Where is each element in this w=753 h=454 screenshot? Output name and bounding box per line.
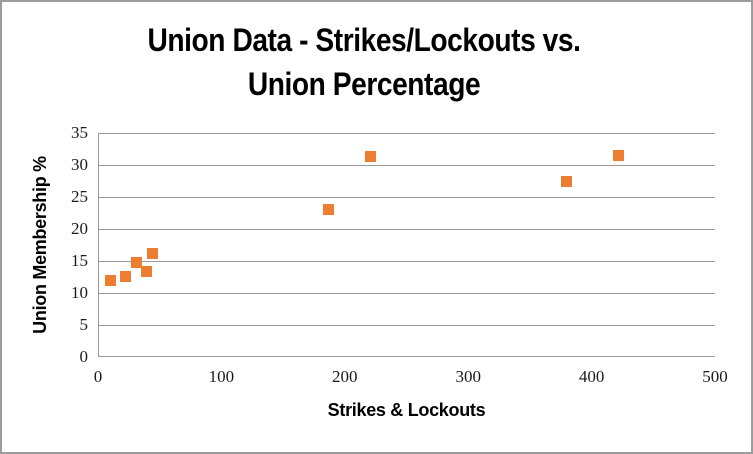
y-tick-label: 30 bbox=[71, 155, 88, 174]
gridline-y-25 bbox=[98, 197, 715, 198]
data-point-marker[interactable] bbox=[130, 256, 142, 268]
gridline-y-0 bbox=[98, 356, 715, 357]
gridline-y-30 bbox=[98, 165, 715, 166]
data-point-marker[interactable] bbox=[146, 248, 158, 260]
y-axis-line bbox=[98, 133, 99, 357]
x-tick-label: 500 bbox=[702, 367, 728, 386]
x-tick-label: 300 bbox=[455, 367, 481, 386]
data-point-marker[interactable] bbox=[365, 150, 377, 162]
gridline-y-20 bbox=[98, 229, 715, 230]
y-tick-label: 0 bbox=[79, 347, 89, 366]
data-point-marker[interactable] bbox=[140, 266, 152, 278]
gridline-y-5 bbox=[98, 325, 715, 326]
data-point-marker[interactable] bbox=[323, 203, 335, 215]
y-tick-label: 25 bbox=[71, 187, 88, 206]
data-point-marker[interactable] bbox=[561, 175, 573, 187]
chart-title: Union Data - Strikes/Lockouts vs. Union … bbox=[45, 18, 682, 106]
y-tick-label: 35 bbox=[71, 123, 88, 142]
plot-area[interactable] bbox=[98, 133, 715, 357]
x-tick-label: 200 bbox=[332, 367, 358, 386]
chart-title-line-1: Union Data - Strikes/Lockouts vs. bbox=[147, 22, 581, 58]
x-tick-label: 0 bbox=[93, 367, 103, 386]
x-tick-label: 100 bbox=[208, 367, 235, 386]
x-axis-title: Strikes & Lockouts bbox=[327, 400, 486, 420]
y-tick-label: 10 bbox=[71, 283, 88, 302]
x-tick-label: 400 bbox=[578, 367, 605, 386]
data-point-marker[interactable] bbox=[104, 275, 116, 287]
data-point-marker[interactable] bbox=[119, 270, 131, 282]
data-point-marker[interactable] bbox=[613, 149, 625, 161]
gridline-y-35 bbox=[98, 133, 715, 134]
y-tick-label: 5 bbox=[79, 315, 89, 334]
y-tick-label: 20 bbox=[71, 219, 88, 238]
chart-title-line-2: Union Percentage bbox=[247, 66, 481, 102]
gridline-y-15 bbox=[98, 261, 715, 262]
y-tick-label: 15 bbox=[71, 251, 88, 270]
gridline-y-10 bbox=[98, 293, 715, 294]
